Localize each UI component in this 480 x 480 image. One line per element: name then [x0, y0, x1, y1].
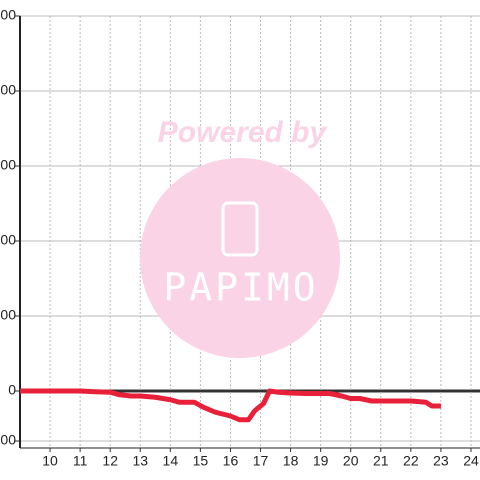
x-tick-label: 10 — [42, 453, 58, 469]
x-tick-label: 18 — [283, 453, 299, 469]
y-tick-label: 120,000 — [0, 82, 16, 98]
y-tick-label: 0 — [8, 382, 16, 398]
x-tick-label: 22 — [403, 453, 419, 469]
watermark-circle — [140, 158, 340, 358]
x-tick-label: 24 — [463, 453, 479, 469]
x-tick-label: 19 — [313, 453, 329, 469]
x-tick-label: 17 — [253, 453, 269, 469]
x-tick-label: 13 — [132, 453, 148, 469]
y-tick-label: 30,000 — [0, 307, 16, 323]
x-tick-label: 15 — [193, 453, 209, 469]
y-tick-label: 60,000 — [0, 232, 16, 248]
y-tick-label: 150,000 — [0, 7, 16, 23]
watermark-phone — [221, 201, 259, 257]
x-tick-label: 16 — [223, 453, 239, 469]
x-tick-label: 14 — [163, 453, 179, 469]
y-tick-label: -20,000 — [0, 432, 16, 448]
y-tick-label: 90,000 — [0, 157, 16, 173]
x-tick-label: 11 — [73, 453, 88, 469]
watermark-text: Powered by — [158, 116, 328, 149]
x-tick-label: 23 — [433, 453, 449, 469]
watermark-logo: PAPIMO — [163, 266, 318, 310]
x-tick-label: 20 — [343, 453, 359, 469]
x-tick-label: 21 — [373, 453, 389, 469]
x-tick-label: 12 — [102, 453, 118, 469]
data-line — [20, 388, 441, 423]
